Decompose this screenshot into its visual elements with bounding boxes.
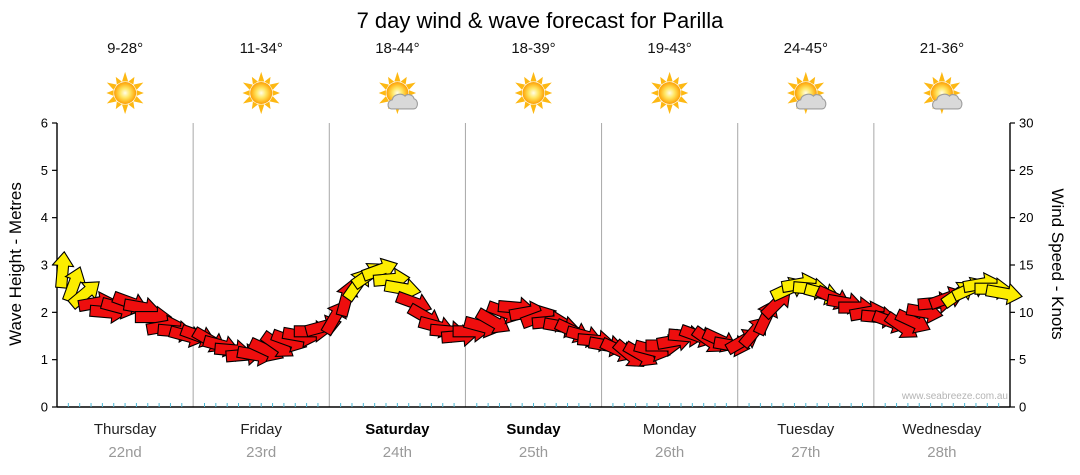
- day-date: 23rd: [246, 444, 277, 461]
- left-tick-label: 2: [41, 305, 48, 320]
- left-tick-label: 1: [41, 352, 48, 367]
- wind-arrow: [67, 281, 100, 310]
- day-name: Friday: [240, 421, 283, 438]
- day-date: 24th: [382, 444, 412, 461]
- wind-arrow: [383, 277, 422, 301]
- day-name: Monday: [642, 421, 697, 438]
- right-tick-label: 5: [1019, 352, 1026, 367]
- sun-icon: [241, 72, 281, 114]
- left-tick-label: 3: [41, 258, 48, 273]
- day-temp: 18-44°: [375, 40, 420, 57]
- day-name: Saturday: [365, 421, 430, 438]
- left-tick-label: 6: [41, 116, 48, 131]
- right-axis-label: Wind Speed - Knots: [1048, 188, 1067, 340]
- sun-cloud-icon: [786, 72, 826, 114]
- day-temp: 18-39°: [511, 40, 556, 57]
- day-name: Sunday: [506, 421, 561, 438]
- day-date: 28th: [927, 444, 957, 461]
- day-temp: 24-45°: [783, 40, 828, 57]
- left-tick-label: 0: [41, 400, 48, 415]
- sun-cloud-icon: [922, 72, 962, 114]
- day-temp: 21-36°: [919, 40, 965, 57]
- day-temp: 19-43°: [647, 40, 692, 57]
- day-name: Wednesday: [902, 421, 982, 438]
- day-temp: 9-28°: [107, 40, 144, 57]
- sun-icon: [650, 72, 690, 114]
- day-date: 27th: [791, 444, 821, 461]
- sun-icon: [514, 72, 554, 114]
- day-date: 22nd: [108, 444, 142, 461]
- sun-icon: [105, 72, 145, 114]
- day-name: Thursday: [93, 421, 157, 438]
- watermark: www.seabreeze.com.au: [901, 391, 1008, 402]
- day-temp: 11-34°: [239, 40, 283, 57]
- right-tick-label: 20: [1019, 210, 1033, 225]
- wind-arrow: [474, 307, 511, 334]
- right-tick-label: 10: [1019, 305, 1033, 320]
- day-date: 25th: [518, 444, 549, 461]
- left-tick-label: 5: [41, 163, 48, 178]
- right-tick-label: 30: [1019, 116, 1033, 131]
- left-axis-label: Wave Height - Metres: [6, 182, 25, 346]
- page-title: 7 day wind & wave forecast for Parilla: [356, 8, 724, 33]
- right-tick-label: 0: [1019, 400, 1026, 415]
- right-tick-label: 25: [1019, 163, 1033, 178]
- wind-arrow: [984, 282, 1023, 306]
- right-tick-label: 15: [1019, 258, 1033, 273]
- wind-arrows: [51, 250, 1023, 368]
- left-tick-label: 4: [41, 210, 48, 225]
- day-date: 26th: [654, 444, 685, 461]
- sun-cloud-icon: [378, 72, 418, 114]
- day-name: Tuesday: [777, 421, 835, 438]
- wind-arrow: [51, 250, 75, 289]
